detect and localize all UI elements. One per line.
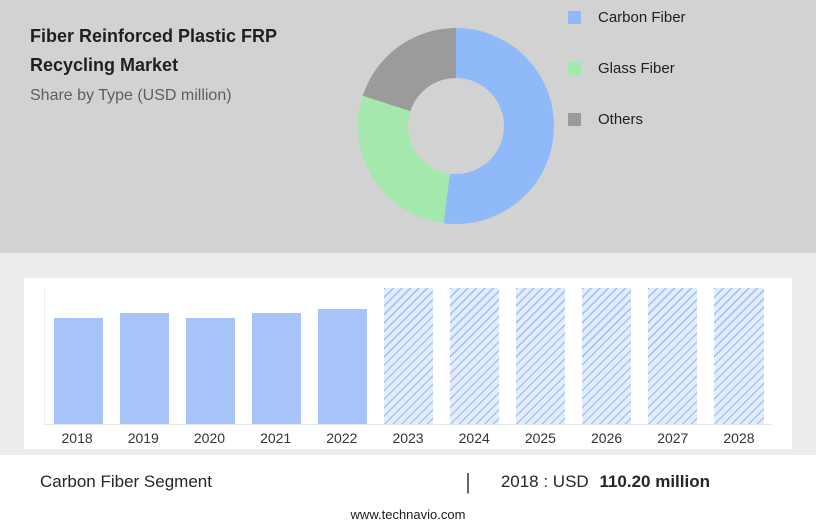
history-bar-2019 [119, 312, 169, 424]
x-axis-label: 2021 [260, 429, 292, 446]
separator: | [465, 469, 471, 494]
x-axis-label: 2022 [326, 429, 358, 446]
legend-label: Others [598, 111, 644, 128]
history-bar-2018 [53, 318, 103, 424]
bar-chart-plot-area [44, 288, 772, 425]
x-axis-labels: 2018 2019 2020 2021 2022 2023 2024 2025 2026 2027… [44, 425, 772, 450]
footer-summary-row: Carbon Fiber Segment | 2018 : USD 110.20… [0, 469, 816, 495]
forecast-bar-2023 [383, 288, 434, 424]
donut-hole [408, 78, 504, 174]
x-axis-label: 2023 [392, 429, 424, 446]
history-bar-2022 [317, 309, 367, 424]
legend-item: Glass Fiber [568, 60, 686, 77]
legend-swatch-icon [568, 11, 581, 24]
segment-value-amount: 110.20 million [599, 472, 710, 491]
footer: Carbon Fiber Segment | 2018 : USD 110.20… [0, 455, 816, 528]
forecast-bar-2027 [648, 288, 698, 424]
donut-chart [358, 28, 554, 224]
legend-swatch-icon [568, 113, 581, 126]
x-axis-label: 2019 [127, 429, 159, 446]
x-axis-label: 2020 [193, 429, 226, 446]
page-title-line1: Fiber Reinforced Plastic FRP [30, 26, 278, 46]
legend-swatch-icon [568, 62, 581, 75]
page-title-line2: Recycling Market [30, 55, 179, 75]
segment-value: 2018 : USD 110.20 million [501, 472, 710, 492]
forecast-bar-2024 [450, 288, 500, 424]
x-axis-label: 2027 [657, 429, 689, 446]
page-subtitle: Share by Type (USD million) [30, 87, 232, 104]
donut-legend: Carbon Fiber Glass Fiber Others [568, 9, 686, 163]
segment-value-prefix: 2018 : USD [500, 472, 589, 491]
legend-label: Glass Fiber [598, 60, 675, 77]
section-divider [0, 253, 816, 278]
header-section: Fiber Reinforced Plastic FRP Recycling M… [0, 0, 816, 253]
forecast-bar-2025 [516, 288, 566, 424]
website-link[interactable]: www.technavio.com [350, 507, 466, 522]
history-bar-2021 [251, 313, 301, 424]
x-axis-label: 2025 [524, 429, 556, 446]
legend-label: Carbon Fiber [598, 9, 686, 26]
x-axis-label: 2026 [591, 429, 623, 446]
forecast-bar-2026 [582, 288, 632, 424]
title-block: Fiber Reinforced Plastic FRP Recycling M… [30, 22, 277, 105]
page-title: Fiber Reinforced Plastic FRP Recycling M… [30, 22, 277, 80]
legend-item: Others [568, 111, 686, 128]
x-axis-label: 2024 [458, 429, 490, 446]
history-bar-2020 [185, 317, 235, 424]
x-axis-label: 2028 [723, 429, 755, 446]
legend-item: Carbon Fiber [568, 9, 686, 26]
x-axis-label: 2018 [61, 429, 93, 446]
forecast-bar-2028 [714, 288, 764, 424]
bar-chart-panel: 2018 2019 2020 2021 2022 2023 2024 2025 2026 2027… [24, 278, 792, 449]
segment-label: Carbon Fiber Segment [40, 472, 212, 491]
